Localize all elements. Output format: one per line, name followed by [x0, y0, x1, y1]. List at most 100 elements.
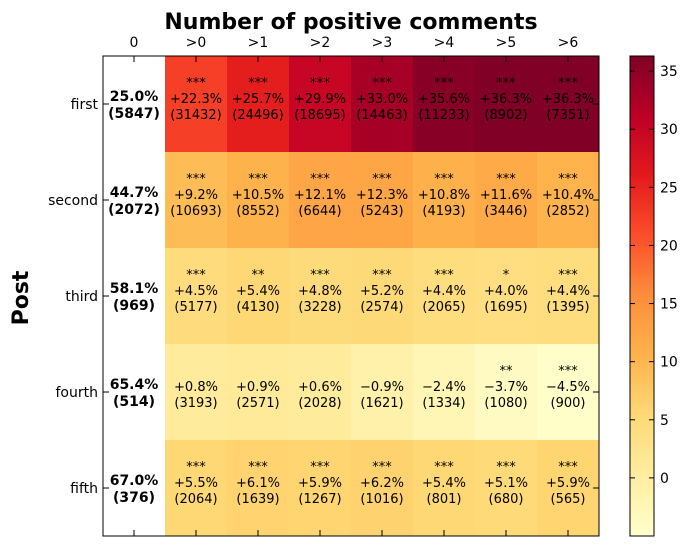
heatmap-cell [289, 344, 351, 440]
cell-value-label: +5.4% [422, 476, 466, 491]
heatmap-cell [537, 152, 599, 248]
cell-value-label: +5.1% [484, 476, 528, 491]
colorbar-tick-label: 10 [660, 355, 678, 371]
cell-count-label: (1267) [298, 492, 341, 507]
heatmap-cell [227, 56, 289, 152]
cell-count-label: (2064) [174, 492, 217, 507]
baseline-cell [103, 248, 165, 344]
cell-value-label: +10.8% [418, 188, 470, 203]
significance-label: *** [558, 460, 578, 475]
cell-value-label: −2.4% [422, 380, 466, 395]
cell-count-label: (10693) [170, 204, 222, 219]
cell-value-label: +35.6% [418, 92, 470, 107]
cell-count-label: (6644) [298, 204, 341, 219]
cell-count-label: (1639) [236, 492, 279, 507]
heatmap-cell-labels: 25.0%(5847)***+22.3%(31432)***+25.7%(244… [108, 76, 594, 507]
cell-count-label: (5243) [360, 204, 403, 219]
heatmap-cell [351, 56, 413, 152]
heatmap-cell [475, 56, 537, 152]
cell-value-label: +36.3% [480, 92, 532, 107]
cell-count-label: (900) [551, 396, 586, 411]
significance-label: *** [372, 76, 392, 91]
column-tick-label: >5 [496, 35, 517, 51]
cell-count-label: (4130) [236, 300, 279, 315]
colorbar: 0 5 10 15 20 25 30 35 [629, 55, 678, 537]
heatmap-cell [351, 248, 413, 344]
significance-label: ** [252, 268, 266, 283]
cell-count-label: (5177) [174, 300, 217, 315]
y-axis-label: Post [9, 270, 34, 325]
significance-label: *** [186, 460, 206, 475]
cell-value-label: +5.9% [298, 476, 342, 491]
row-tick-label: fourth [56, 385, 99, 401]
heatmap-cell [227, 248, 289, 344]
cell-value-label: +4.5% [174, 284, 218, 299]
cell-value-label: −4.5% [546, 380, 590, 395]
cell-value-label: +5.2% [360, 284, 404, 299]
cell-value-label: +22.3% [170, 92, 222, 107]
heatmap-cell [351, 344, 413, 440]
baseline-cell [103, 56, 165, 152]
heatmap-cell [413, 344, 475, 440]
cell-count-label: (3193) [174, 396, 217, 411]
colorbar-tick-label: 30 [660, 122, 678, 138]
cell-value-label: +6.2% [360, 476, 404, 491]
cell-count-label: (2571) [236, 396, 279, 411]
heatmap-cell [289, 440, 351, 536]
cell-count-label: (8552) [236, 204, 279, 219]
heatmap-cell [475, 152, 537, 248]
cell-count-label: (1334) [422, 396, 465, 411]
cell-count-label: (1395) [546, 300, 589, 315]
significance-label: *** [496, 172, 516, 187]
baseline-count-label: (514) [113, 394, 155, 410]
cell-value-label: +9.2% [174, 188, 218, 203]
cell-count-label: (7351) [546, 108, 589, 123]
significance-label: *** [496, 460, 516, 475]
significance-label: *** [434, 76, 454, 91]
cell-count-label: (1695) [484, 300, 527, 315]
cell-count-label: (565) [551, 492, 586, 507]
heatmap-cell [165, 248, 227, 344]
cell-count-label: (31432) [170, 108, 222, 123]
cell-count-label: (801) [427, 492, 462, 507]
significance-label: ** [500, 364, 514, 379]
significance-label: *** [310, 172, 330, 187]
column-tick-label: >6 [558, 35, 579, 51]
significance-label: *** [372, 460, 392, 475]
heatmap-cell [537, 440, 599, 536]
baseline-percent-label: 25.0% [110, 89, 159, 105]
cell-value-label: +10.4% [542, 188, 594, 203]
row-tick-label: second [48, 193, 98, 209]
cell-value-label: −3.7% [484, 380, 528, 395]
column-tick-label: >2 [310, 35, 331, 51]
significance-label: *** [558, 268, 578, 283]
heatmap-cell [165, 344, 227, 440]
cell-count-label: (680) [489, 492, 524, 507]
significance-label: *** [372, 172, 392, 187]
cell-count-label: (1016) [360, 492, 403, 507]
significance-label: *** [248, 76, 268, 91]
baseline-percent-label: 44.7% [110, 185, 159, 201]
heatmap-cell [537, 344, 599, 440]
heatmap-cell [165, 152, 227, 248]
cell-value-label: +12.3% [356, 188, 408, 203]
heatmap-cell [351, 152, 413, 248]
row-tick-labels: first second third fourth fifth [48, 97, 599, 497]
heatmap-cells [103, 56, 599, 536]
cell-value-label: +4.4% [422, 284, 466, 299]
colorbar-gradient [629, 55, 655, 537]
cell-value-label: +6.1% [236, 476, 280, 491]
heatmap-cell [475, 248, 537, 344]
significance-label: *** [434, 172, 454, 187]
significance-label: *** [558, 364, 578, 379]
cell-value-label: +0.8% [174, 380, 218, 395]
significance-label: *** [248, 172, 268, 187]
heatmap-cell [289, 152, 351, 248]
row-tick-label: first [71, 97, 99, 113]
heatmap-cell [289, 56, 351, 152]
significance-label: *** [372, 268, 392, 283]
cell-value-label: +4.0% [484, 284, 528, 299]
baseline-cell [103, 344, 165, 440]
significance-label: * [503, 268, 510, 283]
baseline-count-label: (376) [113, 490, 155, 506]
